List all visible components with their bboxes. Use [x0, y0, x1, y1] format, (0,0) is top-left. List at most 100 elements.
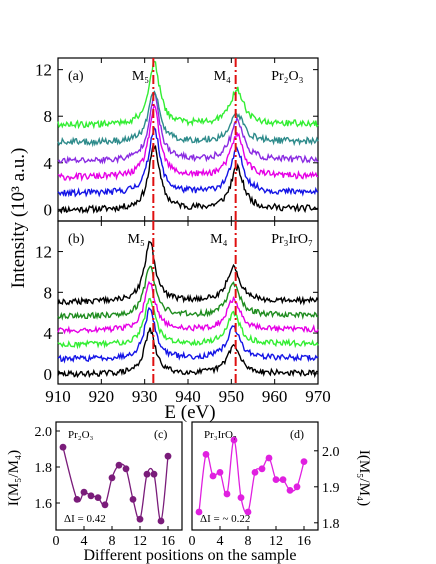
y-tick-label: 2.0 [35, 425, 53, 440]
x-tick-label: 8 [109, 534, 116, 549]
y-tick-label: 4 [44, 154, 53, 173]
spectrum-line [57, 297, 319, 350]
x-tick-label: 940 [175, 387, 201, 406]
peak-label: M₄ [214, 69, 231, 84]
spectrum-line [57, 60, 319, 130]
data-point [122, 465, 130, 473]
data-point [209, 472, 217, 480]
data-point [300, 458, 308, 465]
ratio-curve [62, 447, 169, 522]
y-tick-label: 1.9 [322, 481, 340, 496]
compound-label: Pr₃IrO₇ [204, 429, 237, 441]
spectrum-line [57, 90, 319, 148]
panel-label: (b) [68, 232, 85, 247]
delta-annotation: ΔI = 0.42 [64, 513, 106, 525]
x-tick-label: 8 [245, 534, 252, 549]
x-tick-label: 970 [305, 387, 331, 406]
spectrum-line [57, 103, 318, 182]
data-point [101, 501, 109, 509]
data-point [244, 508, 252, 516]
peak-label: M₅ [128, 232, 145, 247]
data-point [157, 517, 165, 525]
x-tick-label: 950 [219, 387, 245, 406]
data-point [136, 515, 144, 523]
compound-label: Pr₃IrO₇ [271, 232, 313, 247]
panel-label: (d) [290, 427, 304, 441]
x-tick-label: 0 [53, 534, 60, 549]
data-point [59, 443, 67, 451]
delta-annotation: ΔI = ~ 0.22 [200, 513, 250, 525]
panel-c-ratio: 0 4 8 12 16 1.6 1.8 2.0 Pr₂O₃ (c) ΔI = 0.42 I(M₅/M₄… [6, 421, 183, 549]
data-point [279, 476, 287, 483]
panel-a-spectra: 0 4 8 12 (a) M₅ M₄ Pr₂O₃ [35, 57, 319, 222]
y-tick-label: 1.8 [35, 461, 53, 476]
y-tick-label: 0 [44, 200, 53, 219]
data-point [265, 454, 273, 462]
spectrum-line [57, 327, 319, 379]
data-point [129, 496, 137, 503]
panel-label: (a) [68, 69, 84, 84]
data-point [80, 488, 88, 496]
panel-b-spectra: 0 4 8 12 (b) M₅ M₄ Pr₃IrO₇ 910 920 930 940 950 960 970 [35, 220, 331, 406]
main-x-axis-label: E (eV) [164, 402, 215, 423]
plot-frame [55, 421, 183, 531]
spectrum-line [57, 306, 319, 364]
y-axis-label: I(M₅/M₄) [6, 450, 22, 506]
peak-label: M₄ [210, 232, 227, 247]
bottom-x-axis-label: Different positions on the sample [84, 547, 297, 564]
x-tick-label: 12 [269, 534, 283, 549]
data-point [251, 469, 259, 476]
x-tick-label: 4 [81, 534, 88, 549]
spectrum-line [57, 265, 319, 321]
panel-label: (c) [154, 427, 167, 441]
x-tick-label: 910 [45, 387, 71, 406]
y-tick-label: 4 [44, 324, 53, 343]
y-tick-label: 12 [35, 243, 52, 262]
x-tick-label: 4 [217, 534, 224, 549]
data-point [223, 490, 231, 498]
y-tick-label: 1.8 [322, 517, 340, 532]
data-point [216, 469, 224, 476]
y-tick-label: 0 [44, 365, 53, 384]
plot-frame [191, 421, 319, 531]
data-point [73, 496, 81, 503]
y-tick-label: 12 [35, 61, 52, 80]
compound-label: Pr₂O₃ [68, 429, 94, 441]
y-tick-label: 8 [44, 283, 53, 302]
ratio-curve [198, 439, 305, 514]
data-point [115, 461, 123, 469]
data-point [293, 483, 301, 491]
x-tick-label: 16 [297, 534, 311, 549]
data-point [150, 470, 158, 478]
x-tick-label: 960 [262, 387, 288, 406]
spectrum-line [57, 92, 319, 165]
x-tick-label: 12 [133, 534, 147, 549]
x-tick-label: 16 [161, 534, 175, 549]
panel-d-ratio: 0 4 8 12 16 1.8 1.9 2.0 Pr₃IrO₇ (d) ΔI = ~ 0.22 I(M… [189, 421, 372, 549]
spectrum-line [57, 126, 319, 198]
x-tick-label: 930 [132, 387, 158, 406]
peak-label: M₅ [132, 69, 149, 84]
data-point [108, 474, 116, 482]
data-point [94, 494, 102, 501]
data-point [237, 494, 245, 501]
compound-label: Pr₂O₃ [271, 69, 303, 84]
data-point [202, 451, 210, 458]
spectrum-line [57, 240, 319, 306]
data-point [286, 487, 294, 494]
y-tick-label: 2.0 [322, 445, 340, 460]
y-tick-label: 8 [44, 107, 53, 126]
data-point [143, 470, 151, 478]
data-point [164, 452, 172, 460]
x-tick-label: 0 [189, 534, 196, 549]
main-y-axis-label: Intensity (10³ a.u.) [8, 148, 29, 289]
spectrum-line [57, 280, 319, 335]
y-tick-label: 1.6 [35, 497, 53, 512]
data-point [195, 508, 203, 516]
data-point [272, 476, 280, 483]
data-point [87, 492, 95, 500]
y-axis-label: I(M₅/M₄) [356, 450, 372, 506]
spectrum-line [57, 143, 319, 215]
data-point [230, 436, 238, 444]
